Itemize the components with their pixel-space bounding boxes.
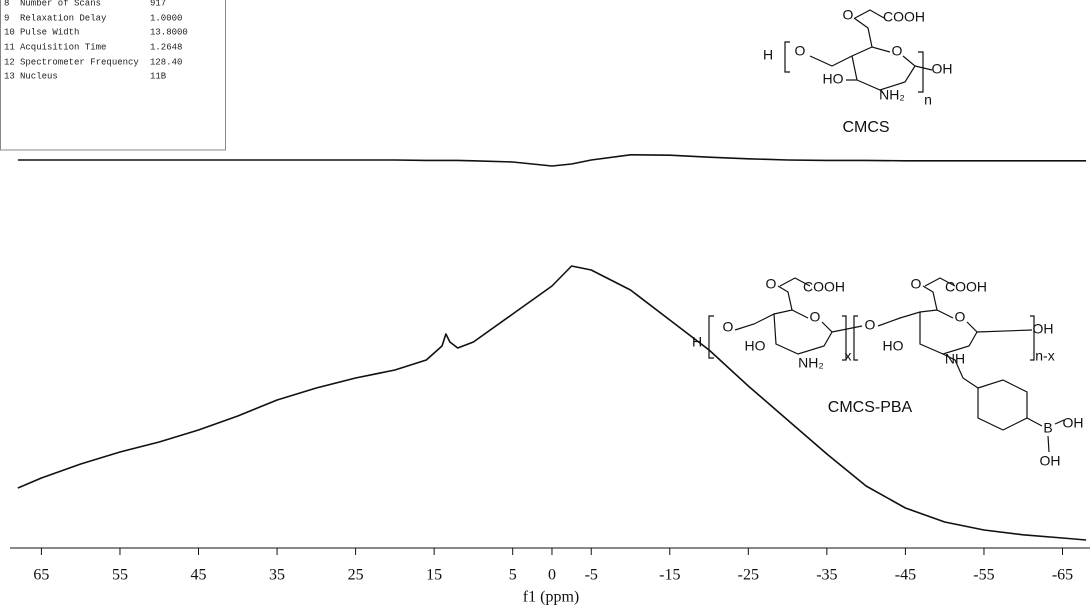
atom-label: HO xyxy=(823,71,844,87)
table-param: Nucleus xyxy=(20,71,58,81)
bracket xyxy=(918,51,924,93)
bracket xyxy=(842,315,847,361)
bond xyxy=(854,9,885,19)
x-tick-label: 35 xyxy=(269,567,285,584)
table-index: 11 xyxy=(4,42,15,52)
x-tick-label: -5 xyxy=(585,567,598,584)
bond xyxy=(976,329,1033,333)
bond xyxy=(831,325,863,333)
x-tick-label: -55 xyxy=(973,567,994,584)
atom-label: NH₂ xyxy=(879,87,905,103)
x-tick-label: 5 xyxy=(509,567,517,584)
atom-label: OH xyxy=(1033,321,1054,337)
x-axis-label: f1 (ppm) xyxy=(523,589,579,606)
table-index: 12 xyxy=(4,57,15,67)
atom-label: O xyxy=(810,309,821,325)
x-tick-label: 45 xyxy=(191,567,207,584)
table-value: 128.40 xyxy=(150,57,182,67)
atom-label: x xyxy=(845,348,852,364)
atom-label: O xyxy=(955,309,966,325)
x-tick-label: 15 xyxy=(426,567,442,584)
bond xyxy=(922,285,938,311)
table-index: 9 xyxy=(4,13,9,23)
atom-label: O xyxy=(843,7,854,23)
table-value: 1.0000 xyxy=(150,13,182,23)
table-param: Pulse Width xyxy=(20,27,79,37)
atom-label: O xyxy=(795,43,806,59)
atom-label: n-x xyxy=(1035,348,1054,364)
table-index: 10 xyxy=(4,27,15,37)
bracket xyxy=(1030,315,1035,361)
atom-label: COOH xyxy=(803,279,845,295)
table-value: 917 xyxy=(150,0,166,8)
x-tick-label: -25 xyxy=(738,567,759,584)
x-tick-label: 0 xyxy=(548,567,556,584)
table-param: Number of Scans xyxy=(20,0,101,8)
atom-label: O xyxy=(865,317,876,333)
atom-label: HO xyxy=(745,338,766,354)
bond xyxy=(919,312,978,355)
atom-label: O xyxy=(892,43,903,59)
structure-caption: CMCS xyxy=(842,119,889,136)
table-index: 13 xyxy=(4,71,15,81)
atom-label: COOH xyxy=(883,9,925,25)
bond xyxy=(1054,419,1065,425)
structure-bonds xyxy=(708,9,1065,453)
atom-label: NH₂ xyxy=(798,355,824,371)
atom-label: O xyxy=(723,319,734,335)
bracket xyxy=(853,315,858,361)
table-param: Spectrometer Frequency xyxy=(20,57,139,67)
spectrum-line xyxy=(17,154,1087,167)
atom-label: O xyxy=(911,276,922,292)
x-tick-label: 55 xyxy=(112,567,128,584)
bond xyxy=(773,313,833,355)
x-tick-label: -35 xyxy=(816,567,837,584)
x-tick-label: -65 xyxy=(1052,567,1073,584)
bond xyxy=(924,277,956,287)
bond xyxy=(777,285,793,311)
bond xyxy=(1047,435,1050,453)
atom-label: OH xyxy=(1063,415,1084,431)
x-tick-label: -45 xyxy=(895,567,916,584)
bond xyxy=(879,89,885,95)
x-tick-label: 25 xyxy=(348,567,364,584)
x-tick-label: -15 xyxy=(659,567,680,584)
bracket xyxy=(784,41,790,73)
atom-label: O xyxy=(766,276,777,292)
atom-label: H xyxy=(692,334,702,350)
table-value: 13.8000 xyxy=(150,27,188,37)
atom-label: OH xyxy=(1040,453,1061,469)
atom-label: B xyxy=(1043,420,1052,436)
spectrum-line xyxy=(17,265,1087,541)
atom-label: NH xyxy=(945,351,965,367)
atom-label: H xyxy=(763,47,773,63)
atom-label: n xyxy=(924,92,932,108)
table-value: 11B xyxy=(150,71,167,81)
atom-label: OH xyxy=(932,61,953,77)
bond xyxy=(942,353,979,389)
table-value: 1.2648 xyxy=(150,42,182,52)
table-index: 8 xyxy=(4,0,9,8)
x-tick-label: 65 xyxy=(33,567,49,584)
bracket xyxy=(708,315,714,359)
bond xyxy=(779,277,811,287)
bond xyxy=(1026,417,1043,427)
table-param: Relaxation Delay xyxy=(20,13,107,23)
bond xyxy=(851,55,916,91)
structure-caption: CMCS-PBA xyxy=(828,399,913,416)
atom-label: COOH xyxy=(945,279,987,295)
parameter-table xyxy=(0,0,226,151)
atom-label: HO xyxy=(883,338,904,354)
table-param: Acquisition Time xyxy=(20,42,106,52)
bond xyxy=(853,17,873,48)
